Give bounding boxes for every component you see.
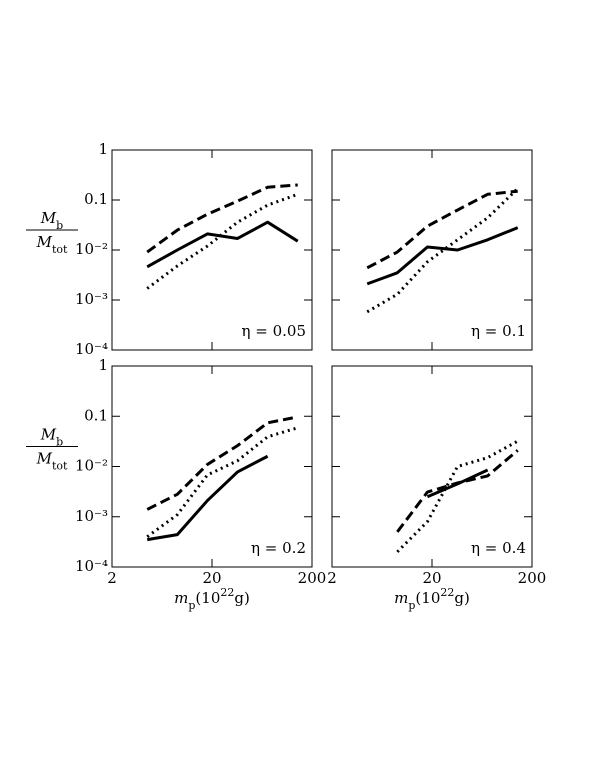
label-part: (10	[415, 589, 440, 607]
data-line	[146, 183, 298, 254]
axes-frame	[111, 149, 313, 351]
y-tick-label: 1	[98, 356, 108, 374]
label-part: M	[40, 209, 57, 227]
y-tick-label: 10⁻³	[75, 507, 108, 525]
label-part: 22	[440, 586, 454, 599]
label-part: g)	[454, 589, 469, 607]
label-part: b	[56, 435, 63, 448]
x-tick-label: 20	[202, 569, 221, 587]
label-part: (10	[195, 589, 220, 607]
y-tick-label: 10⁻³	[75, 290, 108, 308]
y-tick-label: 10⁻²	[75, 240, 108, 258]
y-label-numerator: Mb	[40, 426, 63, 449]
x-tick-label: 2	[107, 569, 117, 587]
y-tick-label: 1	[98, 140, 108, 158]
data-line	[146, 426, 299, 538]
label-part: p	[188, 599, 195, 612]
x-label: mp(1022g)	[174, 586, 250, 612]
annotation: η = 0.05	[242, 322, 307, 340]
annotation: η = 0.2	[251, 539, 306, 557]
x-tick-label: 200	[518, 569, 547, 587]
y-label-denominator: Mtot	[36, 233, 68, 256]
axes-frame	[331, 365, 533, 568]
y-tick-label: 10⁻⁴	[75, 557, 108, 575]
axes-frame	[111, 365, 313, 568]
data-line	[146, 192, 299, 290]
annotation: η = 0.4	[471, 539, 526, 557]
label-part: M	[36, 233, 53, 251]
y-tick-label: 10⁻²	[75, 457, 108, 475]
data-line	[366, 226, 519, 286]
data-line	[366, 189, 518, 270]
y-label-numerator: Mb	[40, 209, 63, 232]
y-label-denominator: Mtot	[36, 450, 68, 473]
label-part: M	[40, 426, 57, 444]
x-tick-label: 2	[327, 569, 337, 587]
label-part: tot	[52, 459, 68, 472]
label-part: M	[36, 450, 53, 468]
label-part: m	[174, 589, 188, 607]
data-line	[146, 415, 299, 511]
label-part: m	[394, 589, 408, 607]
y-tick-label: 10⁻⁴	[75, 340, 108, 358]
label-part: g)	[234, 589, 249, 607]
data-line	[396, 439, 519, 553]
label-part: 22	[220, 586, 234, 599]
label-part: p	[408, 599, 415, 612]
annotation: η = 0.1	[471, 322, 526, 340]
x-tick-label: 20	[422, 569, 441, 587]
data-line	[146, 454, 269, 542]
data-line	[366, 187, 519, 314]
label-part: tot	[52, 243, 68, 256]
x-label: mp(1022g)	[394, 586, 470, 612]
y-tick-label: 0.1	[84, 406, 108, 424]
data-line	[396, 449, 519, 533]
data-line	[146, 220, 299, 269]
y-tick-label: 0.1	[84, 190, 108, 208]
axes-frame	[331, 149, 533, 351]
x-tick-label: 200	[298, 569, 327, 587]
label-part: b	[56, 219, 63, 232]
